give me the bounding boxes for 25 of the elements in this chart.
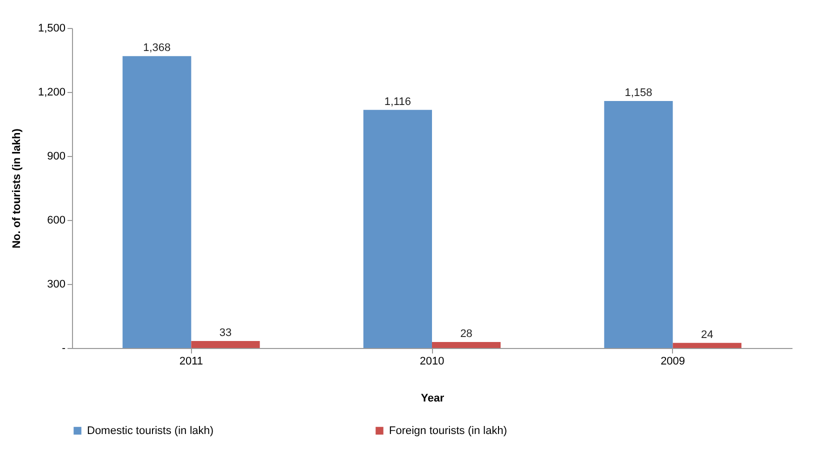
x-tick-label: 2011 (179, 356, 204, 368)
y-tick-label: 600 (47, 214, 66, 226)
legend-label: Domestic tourists (in lakh) (87, 424, 214, 437)
y-tick-label: 900 (47, 150, 66, 162)
bar (672, 342, 742, 348)
data-label: 24 (700, 328, 714, 341)
x-tick-label: 2010 (420, 356, 444, 368)
bar (122, 56, 192, 348)
y-tick-label: 1,500 (38, 22, 66, 34)
data-label: 1,158 (624, 86, 652, 99)
legend-label: Foreign tourists (in lakh) (389, 424, 507, 437)
data-label: 1,368 (143, 42, 171, 54)
y-tick-label: 300 (47, 278, 66, 290)
y-axis-title: No. of tourists (in lakh) (10, 128, 23, 248)
data-label: 33 (219, 326, 232, 339)
y-tick-label: - (62, 342, 66, 354)
x-axis-title: Year (420, 392, 445, 404)
bar (191, 340, 260, 348)
x-tick-label: 2009 (660, 356, 686, 368)
bar (432, 342, 501, 348)
data-label: 1,116 (384, 96, 412, 108)
bar (363, 110, 432, 348)
y-tick-label: 1,200 (38, 86, 66, 98)
data-label: 28 (460, 328, 472, 340)
bar (604, 100, 673, 348)
